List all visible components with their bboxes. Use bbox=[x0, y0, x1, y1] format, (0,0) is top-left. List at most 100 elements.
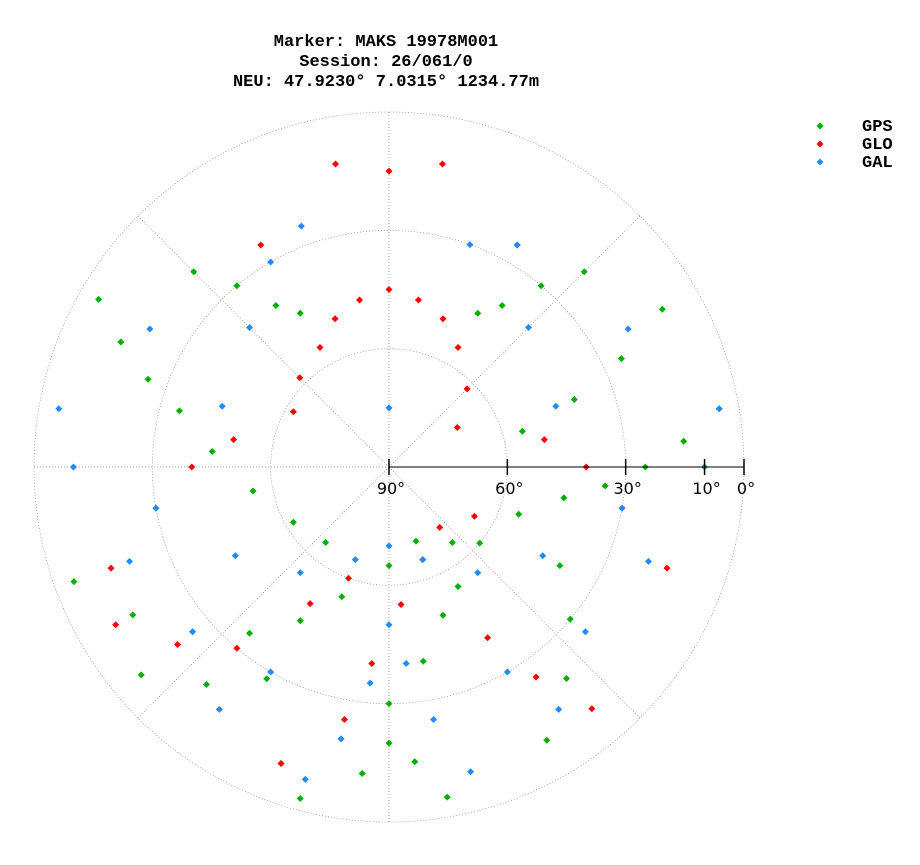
sat-point bbox=[272, 301, 280, 309]
sat-point bbox=[438, 160, 446, 168]
sat-point bbox=[412, 537, 420, 545]
sat-point bbox=[470, 512, 478, 520]
legend-marker bbox=[816, 122, 824, 130]
r-tick-label: 30° bbox=[613, 479, 641, 498]
chart-title: Marker: MAKS 19978M001 bbox=[274, 33, 498, 52]
grid-spoke bbox=[388, 215, 641, 468]
sat-point bbox=[289, 408, 297, 416]
sat-point bbox=[532, 673, 540, 681]
r-tick-label: 60° bbox=[495, 479, 523, 498]
grid-spoke bbox=[137, 466, 390, 719]
sat-point bbox=[556, 562, 564, 570]
sat-point bbox=[267, 258, 275, 266]
sat-point bbox=[624, 325, 632, 333]
sat-point bbox=[126, 557, 134, 565]
sat-point bbox=[173, 640, 181, 648]
sat-point bbox=[463, 385, 471, 393]
sat-point bbox=[208, 448, 216, 456]
sat-point bbox=[484, 634, 492, 642]
sat-point bbox=[277, 760, 285, 768]
sat-point bbox=[570, 396, 578, 404]
sat-point bbox=[385, 739, 393, 747]
sat-point bbox=[233, 644, 241, 652]
sat-point bbox=[658, 305, 666, 313]
sat-point bbox=[555, 705, 563, 713]
sat-point bbox=[560, 494, 568, 502]
sat-point bbox=[296, 374, 304, 382]
sat-point bbox=[439, 611, 447, 619]
sat-point bbox=[397, 601, 405, 609]
sat-point bbox=[385, 542, 393, 550]
sat-point bbox=[617, 355, 625, 363]
sat-point bbox=[518, 427, 526, 435]
sat-point bbox=[588, 705, 596, 713]
sat-point bbox=[385, 404, 393, 412]
sat-point bbox=[296, 794, 304, 802]
r-tick-label: 90° bbox=[377, 479, 405, 498]
sat-point bbox=[580, 268, 588, 276]
sat-point bbox=[337, 735, 345, 743]
sat-point bbox=[263, 675, 271, 683]
sat-point bbox=[69, 463, 77, 471]
sat-point bbox=[663, 564, 671, 572]
sat-point bbox=[189, 628, 197, 636]
sat-point bbox=[414, 296, 422, 304]
sat-point bbox=[112, 621, 120, 629]
grid-spoke bbox=[388, 466, 641, 719]
sat-point bbox=[322, 539, 330, 547]
sat-point bbox=[562, 675, 570, 683]
sat-point bbox=[448, 539, 456, 547]
sat-point bbox=[190, 268, 198, 276]
sat-point bbox=[411, 758, 419, 766]
sat-point bbox=[297, 222, 305, 230]
sat-point bbox=[332, 160, 340, 168]
sat-point bbox=[246, 629, 254, 637]
sat-point bbox=[454, 583, 462, 591]
legend-label: GAL bbox=[862, 154, 893, 173]
sat-point bbox=[385, 562, 393, 570]
sat-point bbox=[385, 167, 393, 175]
sat-point bbox=[566, 615, 574, 623]
sat-point bbox=[144, 375, 152, 383]
sat-point bbox=[385, 286, 393, 293]
sat-point bbox=[366, 679, 374, 687]
sat-point bbox=[356, 296, 364, 304]
sat-point bbox=[296, 617, 304, 625]
legend-marker bbox=[816, 158, 824, 166]
sat-point bbox=[368, 659, 376, 667]
sat-point bbox=[146, 325, 154, 333]
sat-point bbox=[351, 556, 359, 564]
sat-point bbox=[246, 324, 254, 332]
sat-point bbox=[331, 315, 339, 323]
sat-point bbox=[70, 578, 78, 586]
sat-point bbox=[467, 768, 475, 776]
sat-point bbox=[644, 557, 652, 565]
sat-point bbox=[215, 705, 223, 713]
sat-point bbox=[218, 402, 226, 410]
legend-label: GLO bbox=[862, 136, 893, 155]
sat-point bbox=[474, 309, 482, 317]
sat-point bbox=[515, 510, 523, 518]
legend-label: GPS bbox=[862, 118, 893, 137]
sat-point bbox=[107, 564, 115, 572]
sat-point bbox=[453, 424, 461, 432]
sat-point bbox=[340, 715, 348, 723]
sat-point bbox=[137, 671, 145, 679]
sat-point bbox=[301, 775, 309, 783]
sat-point bbox=[474, 569, 482, 577]
sat-point bbox=[230, 436, 238, 444]
sat-point bbox=[188, 463, 196, 471]
sat-point bbox=[680, 437, 688, 445]
sat-point bbox=[419, 657, 427, 665]
sat-point bbox=[439, 315, 447, 323]
sat-point bbox=[296, 569, 304, 577]
sat-point bbox=[618, 504, 626, 512]
sat-point bbox=[129, 611, 137, 619]
sat-point bbox=[581, 628, 589, 636]
sat-point bbox=[543, 736, 551, 744]
sat-point bbox=[524, 324, 532, 332]
sat-point bbox=[419, 556, 427, 564]
sat-point bbox=[316, 343, 324, 351]
sat-point bbox=[537, 282, 545, 290]
